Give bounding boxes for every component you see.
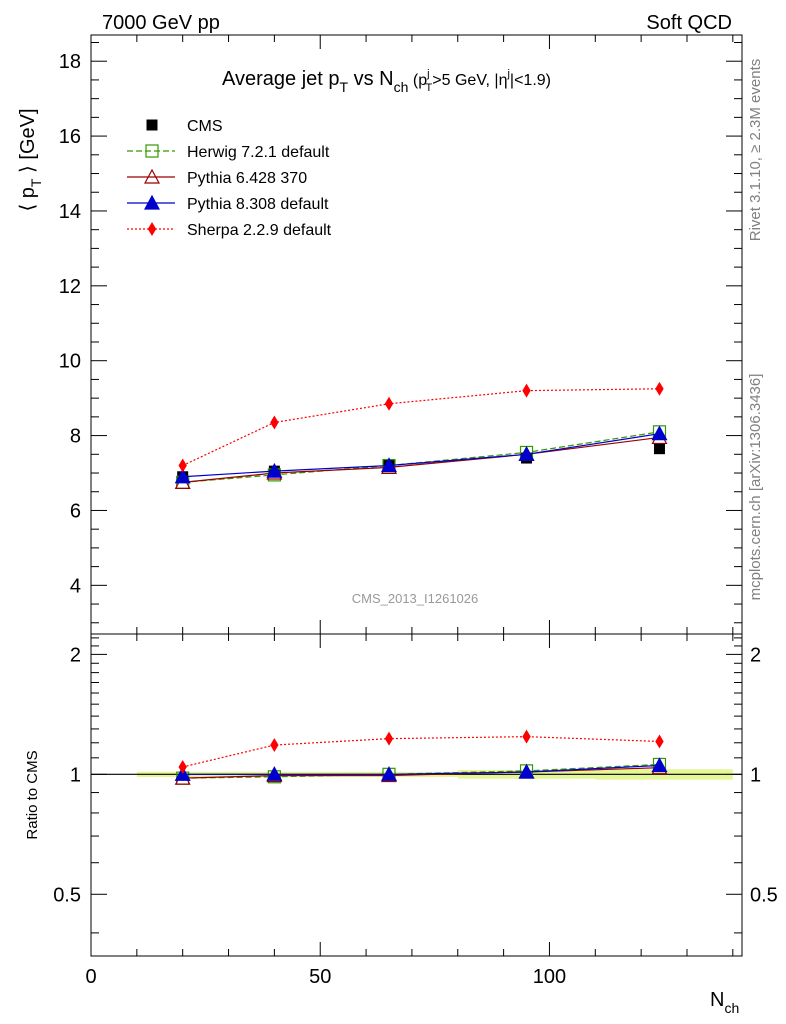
legend-marker-pythia-2 bbox=[143, 194, 161, 210]
main-series-group bbox=[174, 381, 668, 489]
ratio-tick-label: 0.5 bbox=[53, 884, 81, 906]
ratio-plot-frame bbox=[90, 633, 743, 957]
legend-label-cms: CMS bbox=[187, 118, 223, 135]
point-sherpa-3 bbox=[522, 383, 531, 398]
legend-label-pythia-2: Pythia 8.308 default bbox=[187, 196, 329, 213]
title-cut-sub: T bbox=[426, 82, 433, 94]
header-right: Soft QCD bbox=[646, 12, 732, 34]
y-tick-label: 12 bbox=[59, 276, 81, 298]
ratio-tick-label-right: 2 bbox=[750, 644, 761, 666]
x-tick-label: 50 bbox=[309, 966, 331, 988]
series-line-pythia-2 bbox=[182, 433, 660, 478]
x-axis-label-sub: ch bbox=[724, 1000, 739, 1016]
y-tick-label: 10 bbox=[59, 351, 81, 373]
point-pythia-2 bbox=[518, 446, 535, 461]
legend-label-herwig-0: Herwig 7.2.1 default bbox=[187, 144, 330, 161]
y-axis-label: ⟨ pT ⟩ [GeV] bbox=[17, 108, 44, 211]
legend-marker-herwig-0 bbox=[145, 144, 159, 158]
legend-marker-cms bbox=[146, 119, 158, 131]
title-vs-sub: ch bbox=[394, 79, 409, 95]
title-cut-mid: >5 GeV, |η bbox=[432, 72, 507, 89]
ratio-tick-label: 2 bbox=[70, 644, 81, 666]
ratio-line-sherpa-3 bbox=[182, 736, 660, 768]
series-line-sherpa-3 bbox=[182, 388, 660, 467]
x-axis-label-main: N bbox=[710, 989, 724, 1011]
x-tick-label: 100 bbox=[533, 966, 566, 988]
ratio-tick-label: 1 bbox=[70, 764, 81, 786]
point-sherpa-3 bbox=[178, 458, 187, 473]
x-axis-label: Nch bbox=[710, 989, 739, 1016]
legend-marker-sherpa-3 bbox=[147, 222, 157, 236]
point-pythia-2 bbox=[380, 457, 397, 473]
y-tick-label: 8 bbox=[70, 426, 81, 448]
ratio-point-sherpa-3 bbox=[178, 759, 187, 774]
ratio-line-herwig-0 bbox=[182, 763, 660, 779]
ratio-point-pythia-2 bbox=[380, 766, 397, 781]
y-axis-label-sub: T bbox=[28, 178, 44, 187]
y-tick-label: 6 bbox=[70, 500, 81, 522]
ratio-point-pythia-2 bbox=[266, 766, 283, 781]
point-pythia-2 bbox=[651, 425, 668, 441]
y-axis-label-open: ⟨ p bbox=[17, 187, 39, 211]
header-left: 7000 GeV pp bbox=[102, 12, 220, 34]
ratio-series-group bbox=[174, 729, 668, 785]
point-sherpa-3 bbox=[655, 381, 664, 396]
point-sherpa-3 bbox=[270, 415, 279, 430]
y-tick-label: 4 bbox=[70, 575, 81, 597]
ratio-tick-label-right: 0.5 bbox=[750, 884, 778, 906]
title-cut-sup: j bbox=[426, 68, 429, 80]
legend-marker-pythia-1 bbox=[143, 168, 161, 184]
ratio-point-sherpa-3 bbox=[522, 729, 531, 744]
y-tick-label: 18 bbox=[59, 51, 81, 73]
legend-label-sherpa-3: Sherpa 2.2.9 default bbox=[187, 222, 332, 239]
y-tick-label: 16 bbox=[59, 126, 81, 148]
analysis-label: CMS_2013_I1261026 bbox=[352, 591, 479, 606]
ratio-point-sherpa-3 bbox=[384, 731, 394, 746]
title-main-sub: T bbox=[340, 79, 349, 95]
ratio-point-pythia-2 bbox=[651, 757, 668, 773]
legend: CMS Herwig 7.2.1 default Pythia 6.428 370 P… bbox=[127, 118, 332, 239]
point-pythia-2 bbox=[174, 468, 191, 484]
point-pythia-2 bbox=[266, 462, 283, 478]
x-tick-label: 0 bbox=[85, 966, 96, 988]
title-main: Average jet p bbox=[222, 68, 340, 90]
series-line-herwig-0 bbox=[182, 431, 660, 483]
title-vs: vs N bbox=[348, 68, 394, 90]
point-sherpa-3 bbox=[384, 396, 394, 411]
ratio-tick-label-right: 1 bbox=[750, 764, 761, 786]
y-tick-label: 14 bbox=[59, 201, 81, 223]
chart-title: Average jet pT vs Nch (pj T>5 GeV, |ηj|<1… bbox=[222, 68, 551, 95]
ratio-y-axis-label: Ratio to CMS bbox=[24, 750, 41, 839]
ratio-point-pythia-2 bbox=[518, 763, 535, 779]
mcplots-label: mcplots.cern.ch [arXiv:1306.3436] bbox=[747, 374, 764, 601]
ratio-point-sherpa-3 bbox=[655, 734, 664, 749]
y-axis-label-close: ⟩ [GeV] bbox=[17, 108, 39, 178]
title-cut-close: |<1.9) bbox=[510, 72, 551, 89]
rivet-label: Rivet 3.1.10, ≥ 2.3M events bbox=[747, 59, 764, 242]
title-cut-sup2: j bbox=[506, 68, 509, 80]
data-point-cms bbox=[653, 443, 665, 455]
ratio-point-sherpa-3 bbox=[270, 738, 279, 753]
legend-label-pythia-1: Pythia 6.428 370 bbox=[187, 170, 307, 187]
title-cut-open: (p bbox=[408, 72, 427, 89]
